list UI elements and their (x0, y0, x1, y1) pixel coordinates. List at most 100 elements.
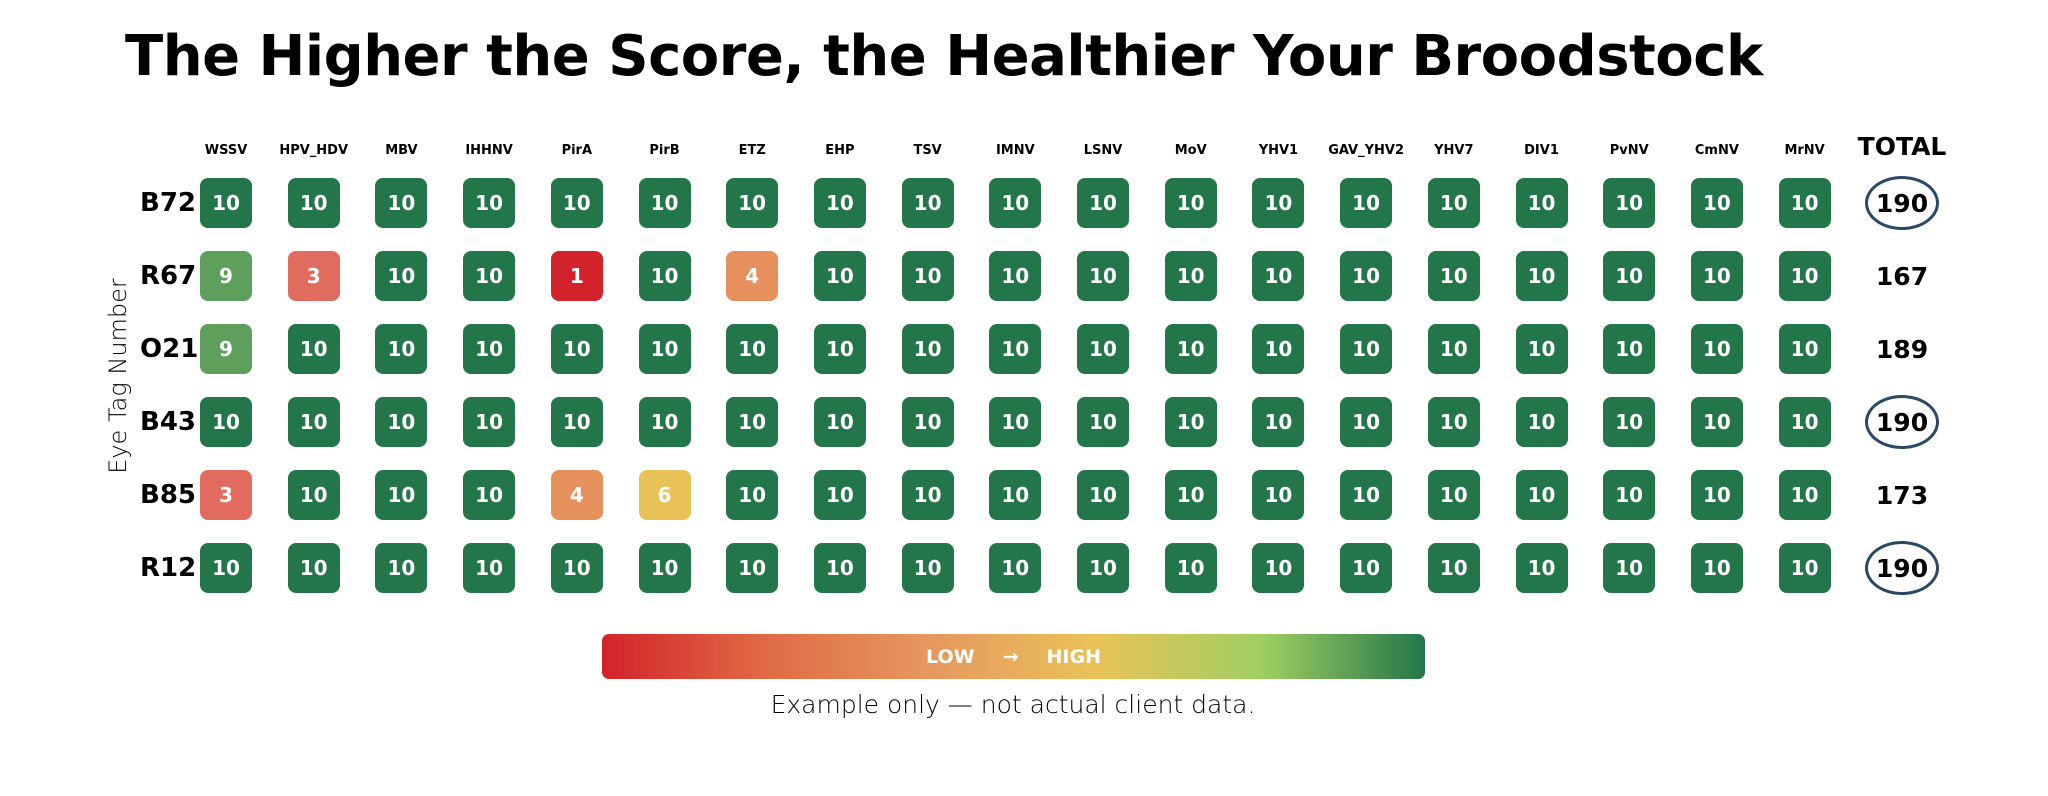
heatmap-cell: 10 (1252, 324, 1305, 374)
row-label: O21 (140, 334, 199, 364)
heatmap-cell: 10 (726, 324, 779, 374)
heatmap-cell: 10 (989, 251, 1042, 301)
row-total: 190 (1865, 395, 1939, 449)
heatmap-cell: 10 (1778, 543, 1831, 593)
heatmap-cell: 10 (1252, 178, 1305, 228)
row-total: 167 (1875, 261, 1929, 291)
heatmap-cell: 10 (638, 324, 691, 374)
color-scale-legend: LOW → HIGH (602, 634, 1425, 679)
legend-low: LOW (926, 645, 975, 668)
column-header: WSSV (204, 143, 248, 158)
column-header: EHP (825, 143, 855, 158)
y-axis-label: Eye Tag Number (104, 278, 132, 474)
heatmap-cell: 10 (813, 470, 866, 520)
heatmap-cell: 10 (638, 543, 691, 593)
heatmap-cell: 10 (287, 470, 340, 520)
heatmap-cell: 10 (813, 324, 866, 374)
heatmap-cell: 10 (901, 324, 954, 374)
heatmap-cell: 10 (1778, 324, 1831, 374)
heatmap-cell: 10 (726, 543, 779, 593)
heatmap-cell: 10 (1603, 397, 1656, 447)
heatmap-cell: 10 (813, 178, 866, 228)
heatmap-cell: 10 (901, 251, 954, 301)
heatmap-cell: 10 (463, 543, 516, 593)
heatmap-cell: 10 (989, 543, 1042, 593)
heatmap-cell: 10 (200, 397, 252, 447)
column-header: ETZ (738, 143, 766, 158)
heatmap-cell: 10 (726, 178, 779, 228)
heatmap-cell: 10 (1778, 397, 1831, 447)
heatmap-cell: 10 (1252, 251, 1305, 301)
column-header: TSV (913, 143, 942, 158)
heatmap-cell: 4 (550, 470, 603, 520)
heatmap-cell: 10 (1778, 251, 1831, 301)
row-label: B85 (140, 480, 196, 510)
heatmap-cell: 10 (1164, 543, 1217, 593)
heatmap-cell: 10 (1340, 178, 1393, 228)
heatmap-cell: 10 (1077, 397, 1129, 447)
heatmap-cell: 10 (813, 251, 866, 301)
heatmap-cell: 10 (287, 178, 340, 228)
heatmap-cell: 10 (200, 178, 252, 228)
heatmap-cell: 10 (1252, 470, 1305, 520)
heatmap-cell: 10 (813, 397, 866, 447)
row-total: 190 (1865, 541, 1939, 595)
column-header: PvNV (1609, 143, 1649, 158)
heatmap-cell: 10 (726, 470, 779, 520)
heatmap-cell: 10 (638, 178, 691, 228)
row-label: R12 (140, 553, 197, 583)
heatmap-cell: 10 (1690, 397, 1743, 447)
heatmap-cell: 6 (638, 470, 691, 520)
heatmap-cell: 10 (1427, 397, 1480, 447)
heatmap-cell: 10 (375, 543, 428, 593)
column-header: PirA (561, 143, 593, 158)
heatmap-cell: 10 (1077, 324, 1129, 374)
caption: Example only — not actual client data. (770, 690, 1256, 719)
chart-title: The Higher the Score, the Healthier Your… (125, 24, 1763, 89)
heatmap-cell: 10 (375, 470, 428, 520)
heatmap-cell: 10 (638, 251, 691, 301)
heatmap-cell: 10 (989, 178, 1042, 228)
heatmap-cell: 10 (463, 470, 516, 520)
heatmap-cell: 10 (1164, 397, 1217, 447)
heatmap-cell: 10 (1778, 470, 1831, 520)
row-total: 189 (1875, 334, 1929, 364)
row-total: 190 (1865, 176, 1939, 230)
heatmap-cell: 10 (375, 251, 428, 301)
heatmap-cell: 10 (1515, 397, 1568, 447)
heatmap-cell: 10 (287, 324, 340, 374)
heatmap-cell: 10 (1427, 470, 1480, 520)
column-header: DIV1 (1524, 143, 1559, 158)
heatmap-cell: 3 (200, 470, 252, 520)
heatmap-cell: 10 (287, 543, 340, 593)
heatmap-cell: 10 (463, 397, 516, 447)
heatmap-cell: 10 (463, 324, 516, 374)
heatmap-cell: 10 (375, 324, 428, 374)
row-label: B43 (140, 407, 196, 437)
heatmap-cell: 10 (901, 397, 954, 447)
heatmap-cell: 10 (1164, 470, 1217, 520)
column-header: LSNV (1083, 143, 1123, 158)
heatmap-cell: 10 (1427, 251, 1480, 301)
heatmap-cell: 10 (1603, 470, 1656, 520)
column-header: CmNV (1694, 143, 1739, 158)
heatmap-cell: 10 (638, 397, 691, 447)
heatmap-cell: 10 (1603, 324, 1656, 374)
column-header: GAV_YHV2 (1328, 143, 1404, 158)
heatmap-cell: 10 (726, 397, 779, 447)
column-header: YHV7 (1434, 143, 1474, 158)
heatmap-cell: 10 (1690, 324, 1743, 374)
heatmap-cell: 10 (1603, 251, 1656, 301)
column-header: YHV1 (1258, 143, 1299, 158)
heatmap-cell: 10 (1515, 178, 1568, 228)
heatmap-cell: 10 (1603, 543, 1656, 593)
heatmap-cell: 10 (1077, 251, 1129, 301)
heatmap-cell: 10 (989, 397, 1042, 447)
heatmap-cell: 10 (1603, 178, 1656, 228)
heatmap-cell: 10 (1164, 324, 1217, 374)
heatmap-cell: 10 (1077, 543, 1129, 593)
heatmap-cell: 10 (1427, 178, 1480, 228)
arrow-right-icon: → (1002, 645, 1019, 668)
row-label: B72 (140, 188, 196, 218)
heatmap-cell: 10 (287, 397, 340, 447)
